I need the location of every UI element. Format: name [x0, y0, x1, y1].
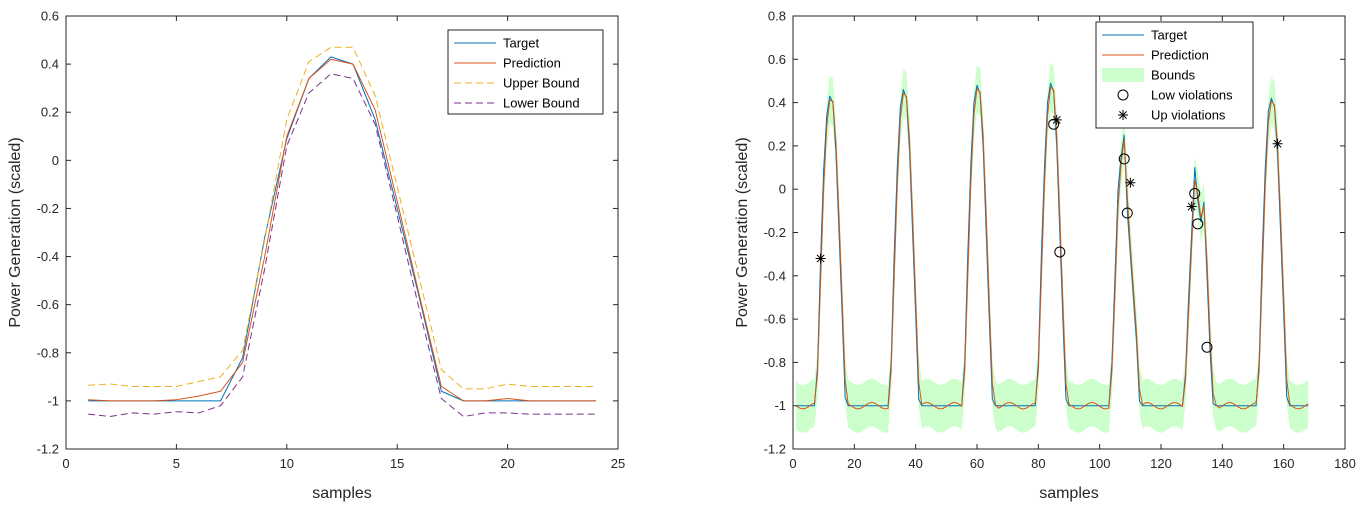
legend-label: Up violations [1151, 108, 1226, 123]
low-violation-marker [1201, 341, 1213, 353]
axes-box [65, 15, 619, 450]
y-tick-label: -0.2 [764, 225, 786, 240]
legend-swatch [1102, 68, 1144, 82]
x-tick-label: 20 [500, 456, 514, 471]
x-tick-label: 40 [908, 456, 922, 471]
chart-right: 0 20 40 60 80 100 120 140 160 180 -1.2 -1 -0.8 -0.6 -0… [734, 9, 1356, 503]
y-tick-label: 0.2 [41, 105, 59, 120]
legend-box [447, 29, 604, 115]
x-tick-label: 0 [62, 456, 69, 471]
y-tick-label: -1.2 [764, 442, 786, 457]
x-tick-label: 180 [1334, 456, 1356, 471]
x-tick-label: 15 [390, 456, 404, 471]
x-axis-label: samples [1039, 485, 1099, 502]
up-violation-marker [1125, 177, 1136, 188]
y-tick-label: -1.2 [37, 442, 59, 457]
series-line-prediction [88, 58, 596, 402]
legend-label: Upper Bound [503, 76, 580, 91]
legend-label: Prediction [1151, 48, 1209, 63]
y-tick-label: -0.6 [37, 297, 59, 312]
x-tick-label: 100 [1089, 456, 1111, 471]
low-violation-marker [1192, 218, 1204, 230]
y-tick-label: -0.6 [764, 312, 786, 327]
y-tick-label: 0.2 [768, 138, 786, 153]
y-tick-label: 0.6 [768, 52, 786, 67]
x-tick-label: 25 [611, 456, 625, 471]
y-tick-label: 0.4 [41, 57, 59, 72]
low-violation-marker [1048, 118, 1060, 130]
chart-left: 0 5 10 15 20 25 -1.2 -1 -0.8 -0.6 -0.4 -0.2 0 0.2 0.4 0… [7, 9, 625, 503]
up-violation-marker [815, 253, 826, 264]
x-tick-label: 5 [173, 456, 180, 471]
y-tick-label: 0.6 [41, 9, 59, 24]
low-violation-marker [1117, 89, 1129, 101]
legend-label: Lower Bound [503, 96, 580, 111]
low-violation-marker [1189, 188, 1201, 200]
y-tick-label: -0.8 [37, 345, 59, 360]
y-axis-label: Power Generation (scaled) [7, 137, 24, 327]
series-line-prediction [795, 86, 1309, 410]
legend-label: Target [503, 36, 540, 51]
y-tick-label: -0.2 [37, 201, 59, 216]
legend-label: Prediction [503, 56, 561, 71]
series-line-lower-bound [88, 73, 596, 418]
y-tick-label: -0.8 [764, 355, 786, 370]
x-tick-label: 60 [970, 456, 984, 471]
y-tick-label: 0.8 [768, 9, 786, 24]
up-violation-marker [1186, 201, 1197, 212]
legend-label: Target [1151, 28, 1188, 43]
y-axis-label: Power Generation (scaled) [734, 137, 751, 327]
y-tick-label: -0.4 [37, 249, 59, 264]
y-tick-label: 0 [779, 182, 786, 197]
y-tick-label: -1 [47, 393, 59, 408]
up-violation-marker [1272, 138, 1283, 149]
legend-label: Bounds [1151, 68, 1196, 83]
y-tick-label: 0.4 [768, 95, 786, 110]
x-tick-label: 140 [1211, 456, 1233, 471]
legend-label: Low violations [1151, 88, 1233, 103]
y-tick-label: -1 [774, 398, 786, 413]
low-violation-marker [1118, 153, 1130, 165]
x-tick-label: 20 [847, 456, 861, 471]
up-violation-marker [1118, 110, 1128, 120]
series-line-upper-bound [88, 46, 596, 390]
x-axis-label: samples [312, 485, 372, 502]
x-tick-label: 0 [789, 456, 796, 471]
x-tick-label: 10 [280, 456, 294, 471]
up-violation-marker [1051, 114, 1062, 125]
low-violation-marker [1054, 246, 1066, 258]
x-tick-label: 160 [1273, 456, 1295, 471]
y-tick-label: 0 [52, 153, 59, 168]
x-tick-label: 120 [1150, 456, 1172, 471]
y-tick-label: -0.4 [764, 268, 786, 283]
low-violation-marker [1121, 207, 1133, 219]
x-tick-label: 80 [1031, 456, 1045, 471]
series-line-target [88, 56, 596, 402]
